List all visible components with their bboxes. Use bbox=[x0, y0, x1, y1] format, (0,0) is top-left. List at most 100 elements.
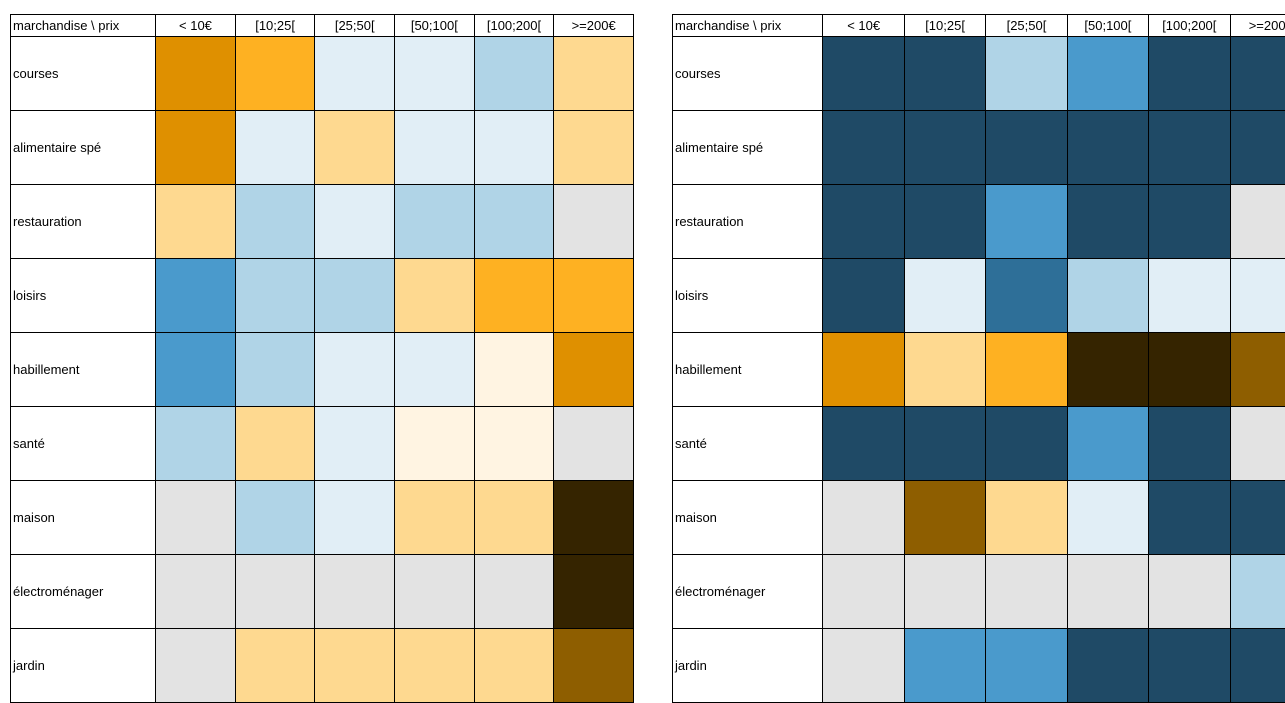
heatmap-cell bbox=[235, 629, 315, 703]
heatmap-cell bbox=[156, 481, 236, 555]
heatmap-cell bbox=[1230, 333, 1285, 407]
table-row: santé bbox=[673, 407, 1285, 481]
heatmap-cell bbox=[904, 407, 985, 481]
heatmap-cell bbox=[904, 37, 985, 111]
heatmap-cell bbox=[1149, 259, 1230, 333]
heatmap-cell bbox=[156, 185, 236, 259]
heatmap-cell bbox=[986, 481, 1067, 555]
column-header: [10;25[ bbox=[235, 15, 315, 37]
table-row: santé bbox=[11, 407, 634, 481]
table-row: alimentaire spé bbox=[673, 111, 1285, 185]
heatmap-cell bbox=[986, 407, 1067, 481]
table-row: maison bbox=[673, 481, 1285, 555]
heatmap-cell bbox=[235, 481, 315, 555]
heatmap-cell bbox=[1067, 481, 1148, 555]
row-label: santé bbox=[11, 407, 156, 481]
heatmap-cell bbox=[235, 111, 315, 185]
row-label: loisirs bbox=[11, 259, 156, 333]
heatmap-cell bbox=[1149, 37, 1230, 111]
heatmap-cell bbox=[235, 333, 315, 407]
column-header: [25;50[ bbox=[986, 15, 1067, 37]
heatmap-cell bbox=[315, 259, 395, 333]
table-row: jardin bbox=[11, 629, 634, 703]
table-row: électroménager bbox=[673, 555, 1285, 629]
heatmap-cell bbox=[474, 407, 554, 481]
column-header: [100;200[ bbox=[474, 15, 554, 37]
heatmap-cell bbox=[315, 407, 395, 481]
heatmap-cell bbox=[1230, 259, 1285, 333]
heatmap-cell bbox=[1230, 629, 1285, 703]
heatmap-cell bbox=[315, 481, 395, 555]
heatmap-cell bbox=[1067, 259, 1148, 333]
table-row: courses bbox=[673, 37, 1285, 111]
heatmap-cell bbox=[156, 407, 236, 481]
heatmap-cell bbox=[554, 555, 634, 629]
row-label: maison bbox=[673, 481, 823, 555]
heatmap-cell bbox=[395, 481, 475, 555]
row-label: électroménager bbox=[673, 555, 823, 629]
table-row: habillement bbox=[673, 333, 1285, 407]
heatmap-cell bbox=[474, 259, 554, 333]
heatmap-cell bbox=[474, 629, 554, 703]
heatmap-table-left: marchandise \ prix< 10€[10;25[[25;50[[50… bbox=[10, 14, 634, 703]
heatmap-cell bbox=[1230, 481, 1285, 555]
row-label: électroménager bbox=[11, 555, 156, 629]
heatmap-cell bbox=[474, 555, 554, 629]
row-label: restauration bbox=[673, 185, 823, 259]
heatmap-cell bbox=[904, 333, 985, 407]
row-label: loisirs bbox=[673, 259, 823, 333]
heatmap-cell bbox=[823, 481, 904, 555]
heatmap-cell bbox=[986, 37, 1067, 111]
column-header: < 10€ bbox=[156, 15, 236, 37]
heatmap-cell bbox=[1230, 555, 1285, 629]
heatmap-cell bbox=[823, 185, 904, 259]
heatmap-cell bbox=[1149, 111, 1230, 185]
heatmap-cell bbox=[554, 407, 634, 481]
heatmap-cell bbox=[823, 111, 904, 185]
column-header: [100;200[ bbox=[1149, 15, 1230, 37]
heatmap-cell bbox=[395, 629, 475, 703]
heatmap-cell bbox=[1067, 37, 1148, 111]
heatmap-cell bbox=[395, 37, 475, 111]
heatmap-cell bbox=[904, 481, 985, 555]
heatmap-cell bbox=[986, 555, 1067, 629]
heatmap-cell bbox=[156, 111, 236, 185]
row-label: habillement bbox=[673, 333, 823, 407]
heatmap-cell bbox=[1149, 555, 1230, 629]
row-label: maison bbox=[11, 481, 156, 555]
table-row: alimentaire spé bbox=[11, 111, 634, 185]
column-header: [50;100[ bbox=[1067, 15, 1148, 37]
heatmap-cell bbox=[156, 629, 236, 703]
heatmap-cell bbox=[986, 185, 1067, 259]
heatmap-cell bbox=[554, 481, 634, 555]
heatmap-cell bbox=[235, 555, 315, 629]
table-row: loisirs bbox=[11, 259, 634, 333]
column-header: [25;50[ bbox=[315, 15, 395, 37]
column-header: < 10€ bbox=[823, 15, 904, 37]
heatmap-cell bbox=[156, 37, 236, 111]
heatmap-table-right: marchandise \ prix< 10€[10;25[[25;50[[50… bbox=[672, 14, 1285, 703]
heatmap-cell bbox=[315, 629, 395, 703]
corner-label: marchandise \ prix bbox=[11, 15, 156, 37]
heatmap-cell bbox=[904, 259, 985, 333]
heatmap-cell bbox=[1067, 185, 1148, 259]
heatmap-cell bbox=[554, 259, 634, 333]
heatmap-cell bbox=[395, 555, 475, 629]
heatmap-cell bbox=[904, 111, 985, 185]
heatmap-cell bbox=[1149, 481, 1230, 555]
row-label: habillement bbox=[11, 333, 156, 407]
heatmap-cell bbox=[1149, 407, 1230, 481]
table-row: habillement bbox=[11, 333, 634, 407]
heatmap-cell bbox=[1230, 111, 1285, 185]
heatmap-cell bbox=[315, 111, 395, 185]
heatmap-cell bbox=[474, 185, 554, 259]
heatmap-cell bbox=[156, 333, 236, 407]
column-header: >=200€ bbox=[1230, 15, 1285, 37]
table-row: loisirs bbox=[673, 259, 1285, 333]
heatmap-cell bbox=[395, 111, 475, 185]
heatmap-cell bbox=[395, 259, 475, 333]
row-label: courses bbox=[673, 37, 823, 111]
heatmap-cell bbox=[554, 333, 634, 407]
table-row: restauration bbox=[673, 185, 1285, 259]
heatmap-cell bbox=[986, 111, 1067, 185]
